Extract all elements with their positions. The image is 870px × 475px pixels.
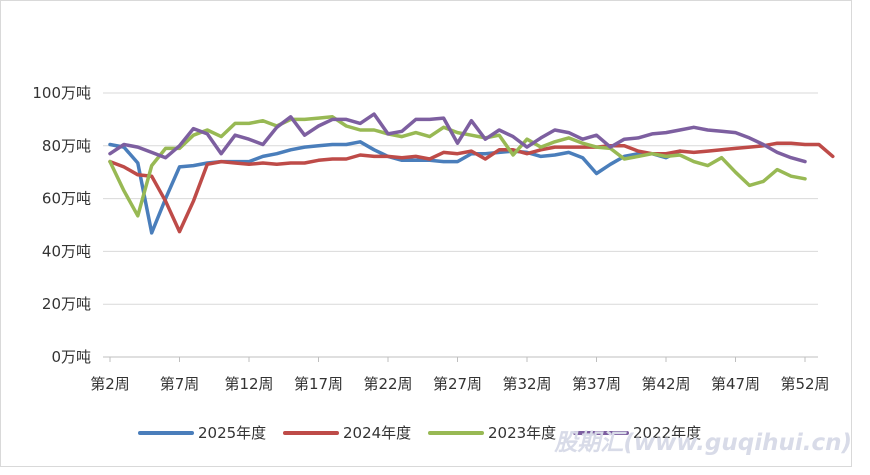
x-tick-label: 第42周 xyxy=(641,375,690,393)
legend: 2025年度 2024年度 2023年度 2022年度 xyxy=(138,424,701,442)
y-tick-label: 80万吨 xyxy=(42,137,91,155)
series-line-2023年度 xyxy=(108,115,807,218)
series-lines xyxy=(108,112,835,235)
y-tick-label: 0万吨 xyxy=(51,348,91,366)
chart-border xyxy=(0,0,852,467)
x-axis: 第2周 第7周 第12周 第17周 第22周 第27周 第32周 第37周 第42周 第47周 第5… xyxy=(90,357,830,393)
y-axis: 0万吨 20万吨 40万吨 60万吨 80万吨 100万吨 xyxy=(32,84,91,366)
watermark: 股期汇(www.guqihui.cn) xyxy=(553,430,852,456)
y-tick-label: 20万吨 xyxy=(42,295,91,313)
x-tick-label: 第37周 xyxy=(572,375,621,393)
legend-label: 2025年度 xyxy=(198,424,266,442)
x-tick-label: 第12周 xyxy=(224,375,273,393)
x-tick-label: 第32周 xyxy=(502,375,551,393)
legend-label: 2022年度 xyxy=(633,424,701,442)
x-tick-label: 第47周 xyxy=(711,375,760,393)
legend-label: 2023年度 xyxy=(488,424,556,442)
y-tick-label: 60万吨 xyxy=(42,190,91,208)
x-tick-label: 第2周 xyxy=(90,375,130,393)
x-tick-label: 第17周 xyxy=(294,375,343,393)
legend-label: 2024年度 xyxy=(343,424,411,442)
x-tick-label: 第7周 xyxy=(160,375,200,393)
series-line-2022年度 xyxy=(108,112,807,164)
gridlines xyxy=(103,92,818,358)
x-tick-label: 第22周 xyxy=(363,375,412,393)
series-line-2024年度 xyxy=(108,141,835,234)
x-tick-label: 第52周 xyxy=(780,375,829,393)
y-tick-label: 40万吨 xyxy=(42,242,91,260)
x-tick-label: 第27周 xyxy=(433,375,482,393)
y-tick-label: 100万吨 xyxy=(32,84,91,102)
